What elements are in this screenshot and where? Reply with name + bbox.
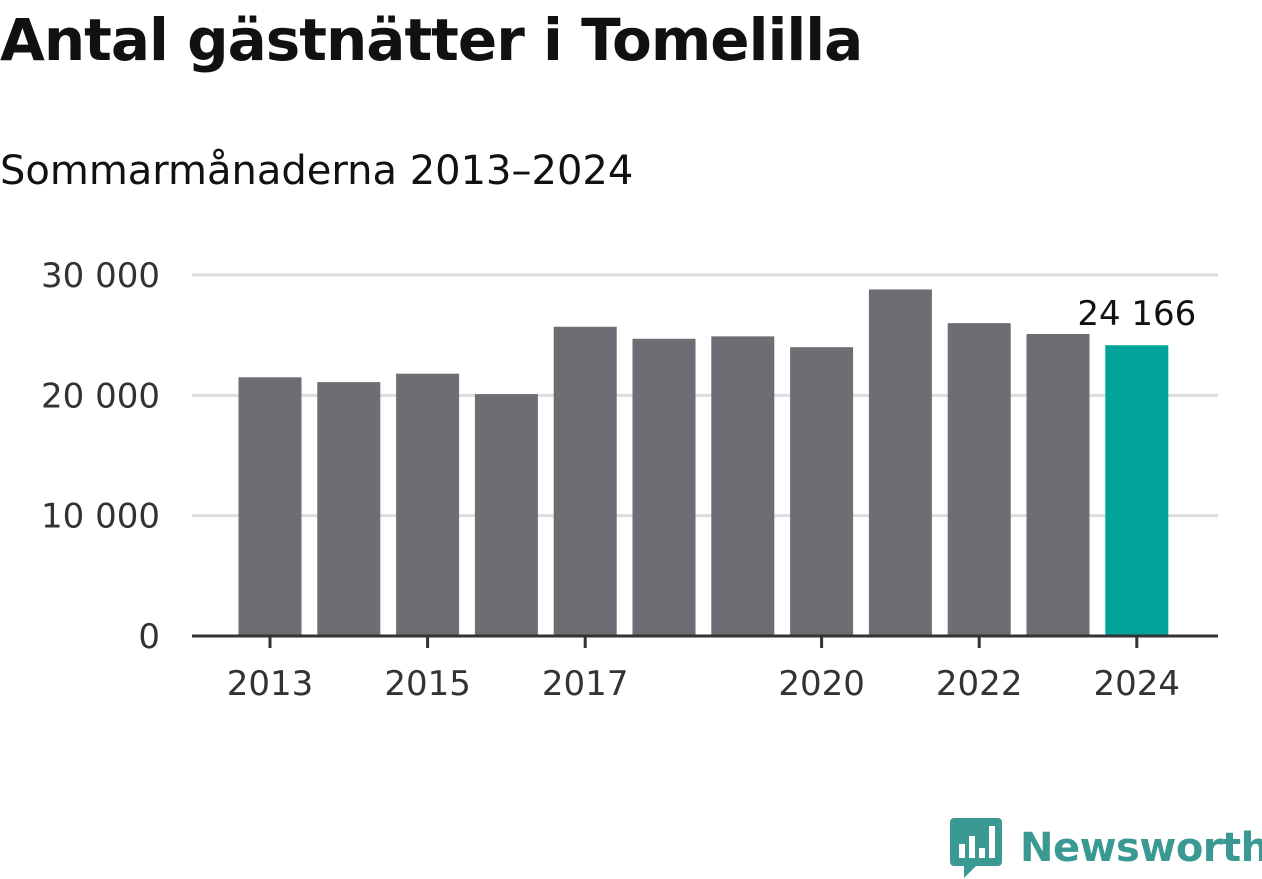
y-tick-label: 20 000 (41, 376, 160, 416)
bar-2016 (474, 394, 538, 636)
y-tick-label: 0 (138, 617, 160, 657)
bar-2021 (868, 289, 932, 636)
x-tick-label: 2013 (227, 664, 314, 704)
bar-2014 (317, 382, 381, 636)
bar-2023 (1026, 333, 1090, 636)
y-tick-label: 10 000 (41, 497, 160, 537)
x-tick-label: 2017 (542, 664, 629, 704)
bar-2015 (396, 373, 460, 636)
x-tick-label: 2015 (384, 664, 471, 704)
x-tick-label: 2022 (936, 664, 1023, 704)
newsworthy-logo-icon (950, 818, 1002, 878)
data-label: 24 166 (1077, 294, 1196, 334)
newsworthy-logo: Newsworthy (950, 818, 1262, 878)
bar-2022 (947, 323, 1011, 636)
page-title: Antal gästnätter i Tomelilla (0, 6, 863, 74)
y-tick-label: 30 000 (41, 256, 160, 296)
bar-2019 (711, 336, 775, 636)
bar-2018 (632, 338, 696, 636)
bar-2013 (238, 377, 302, 636)
x-tick-label: 2020 (778, 664, 865, 704)
logo-text: Newsworthy (1020, 825, 1262, 871)
bar-2017 (553, 326, 617, 636)
page-subtitle: Sommarmånaderna 2013–2024 (0, 148, 634, 194)
bar-2024 (1105, 345, 1169, 636)
x-tick-label: 2024 (1094, 664, 1181, 704)
bar-2020 (790, 347, 854, 636)
